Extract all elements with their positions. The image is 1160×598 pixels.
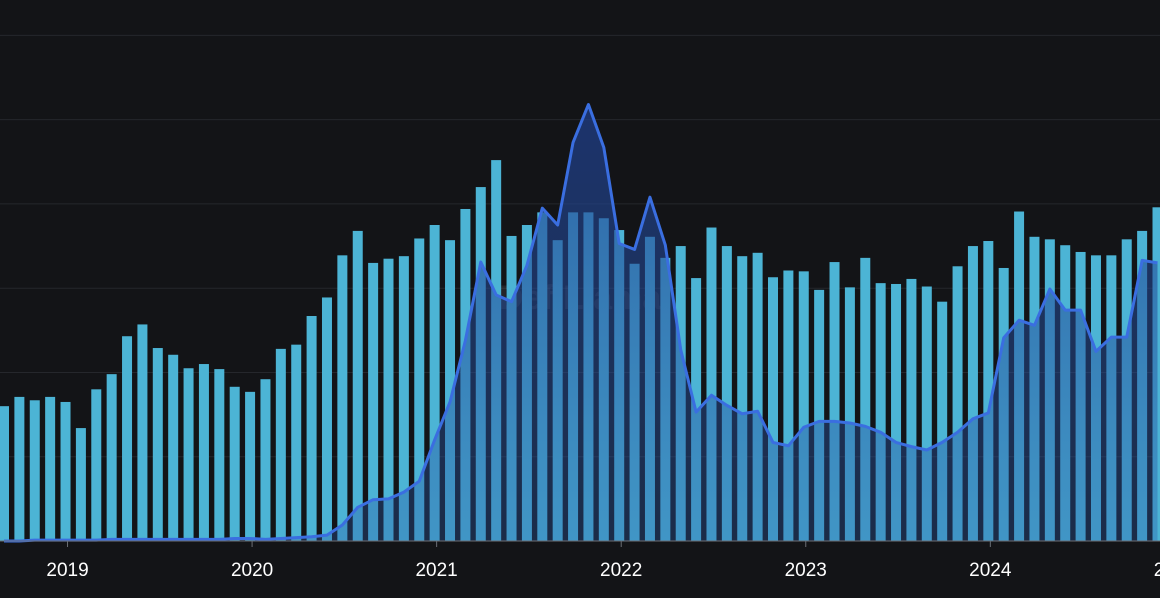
bar [798, 271, 809, 541]
bar [198, 364, 209, 541]
bar [91, 389, 102, 541]
bar [937, 301, 948, 541]
bar [75, 428, 86, 541]
bar [275, 348, 286, 541]
bar [752, 252, 763, 541]
bar [168, 354, 179, 541]
bar [429, 224, 440, 541]
bar [414, 238, 425, 541]
bar [306, 316, 317, 541]
x-tick-label: 2019 [46, 560, 88, 581]
bar [0, 406, 9, 541]
bar [45, 396, 56, 541]
x-tick-label: 2023 [785, 560, 827, 581]
line [4, 102, 1158, 543]
bar [60, 401, 71, 541]
bar [768, 277, 778, 541]
bar [829, 262, 840, 541]
bar [14, 396, 25, 541]
x-tick-label: 2025 [1154, 560, 1160, 581]
x-tick-label: 2021 [415, 560, 457, 581]
bar [906, 278, 917, 541]
bar [229, 386, 240, 541]
bar [967, 246, 978, 541]
x-tick-label: 2024 [969, 560, 1012, 581]
bar [291, 344, 302, 541]
bar [183, 368, 194, 541]
bar [352, 230, 363, 541]
bar [983, 241, 994, 541]
bar [152, 348, 163, 541]
bar [844, 287, 855, 541]
bar [214, 369, 225, 541]
bar [383, 258, 394, 541]
bar [706, 227, 717, 541]
bar [875, 283, 886, 541]
bar [260, 379, 271, 541]
bar [891, 283, 902, 541]
bar [106, 374, 117, 541]
bar [122, 336, 133, 541]
bar [814, 289, 825, 541]
area [4, 104, 1158, 541]
x-tick-label: 2020 [231, 560, 273, 581]
bar [137, 324, 148, 541]
bar [445, 240, 456, 541]
bar [245, 391, 256, 541]
bar [860, 257, 871, 541]
bar [398, 256, 409, 541]
x-tick-label: 2022 [600, 560, 642, 581]
bar [921, 286, 932, 541]
bar [29, 400, 40, 541]
bar [321, 297, 332, 541]
bar [783, 270, 794, 541]
bar [737, 256, 748, 541]
bar [337, 255, 348, 541]
bar [368, 262, 379, 541]
bar [952, 266, 963, 541]
bar [721, 246, 732, 541]
